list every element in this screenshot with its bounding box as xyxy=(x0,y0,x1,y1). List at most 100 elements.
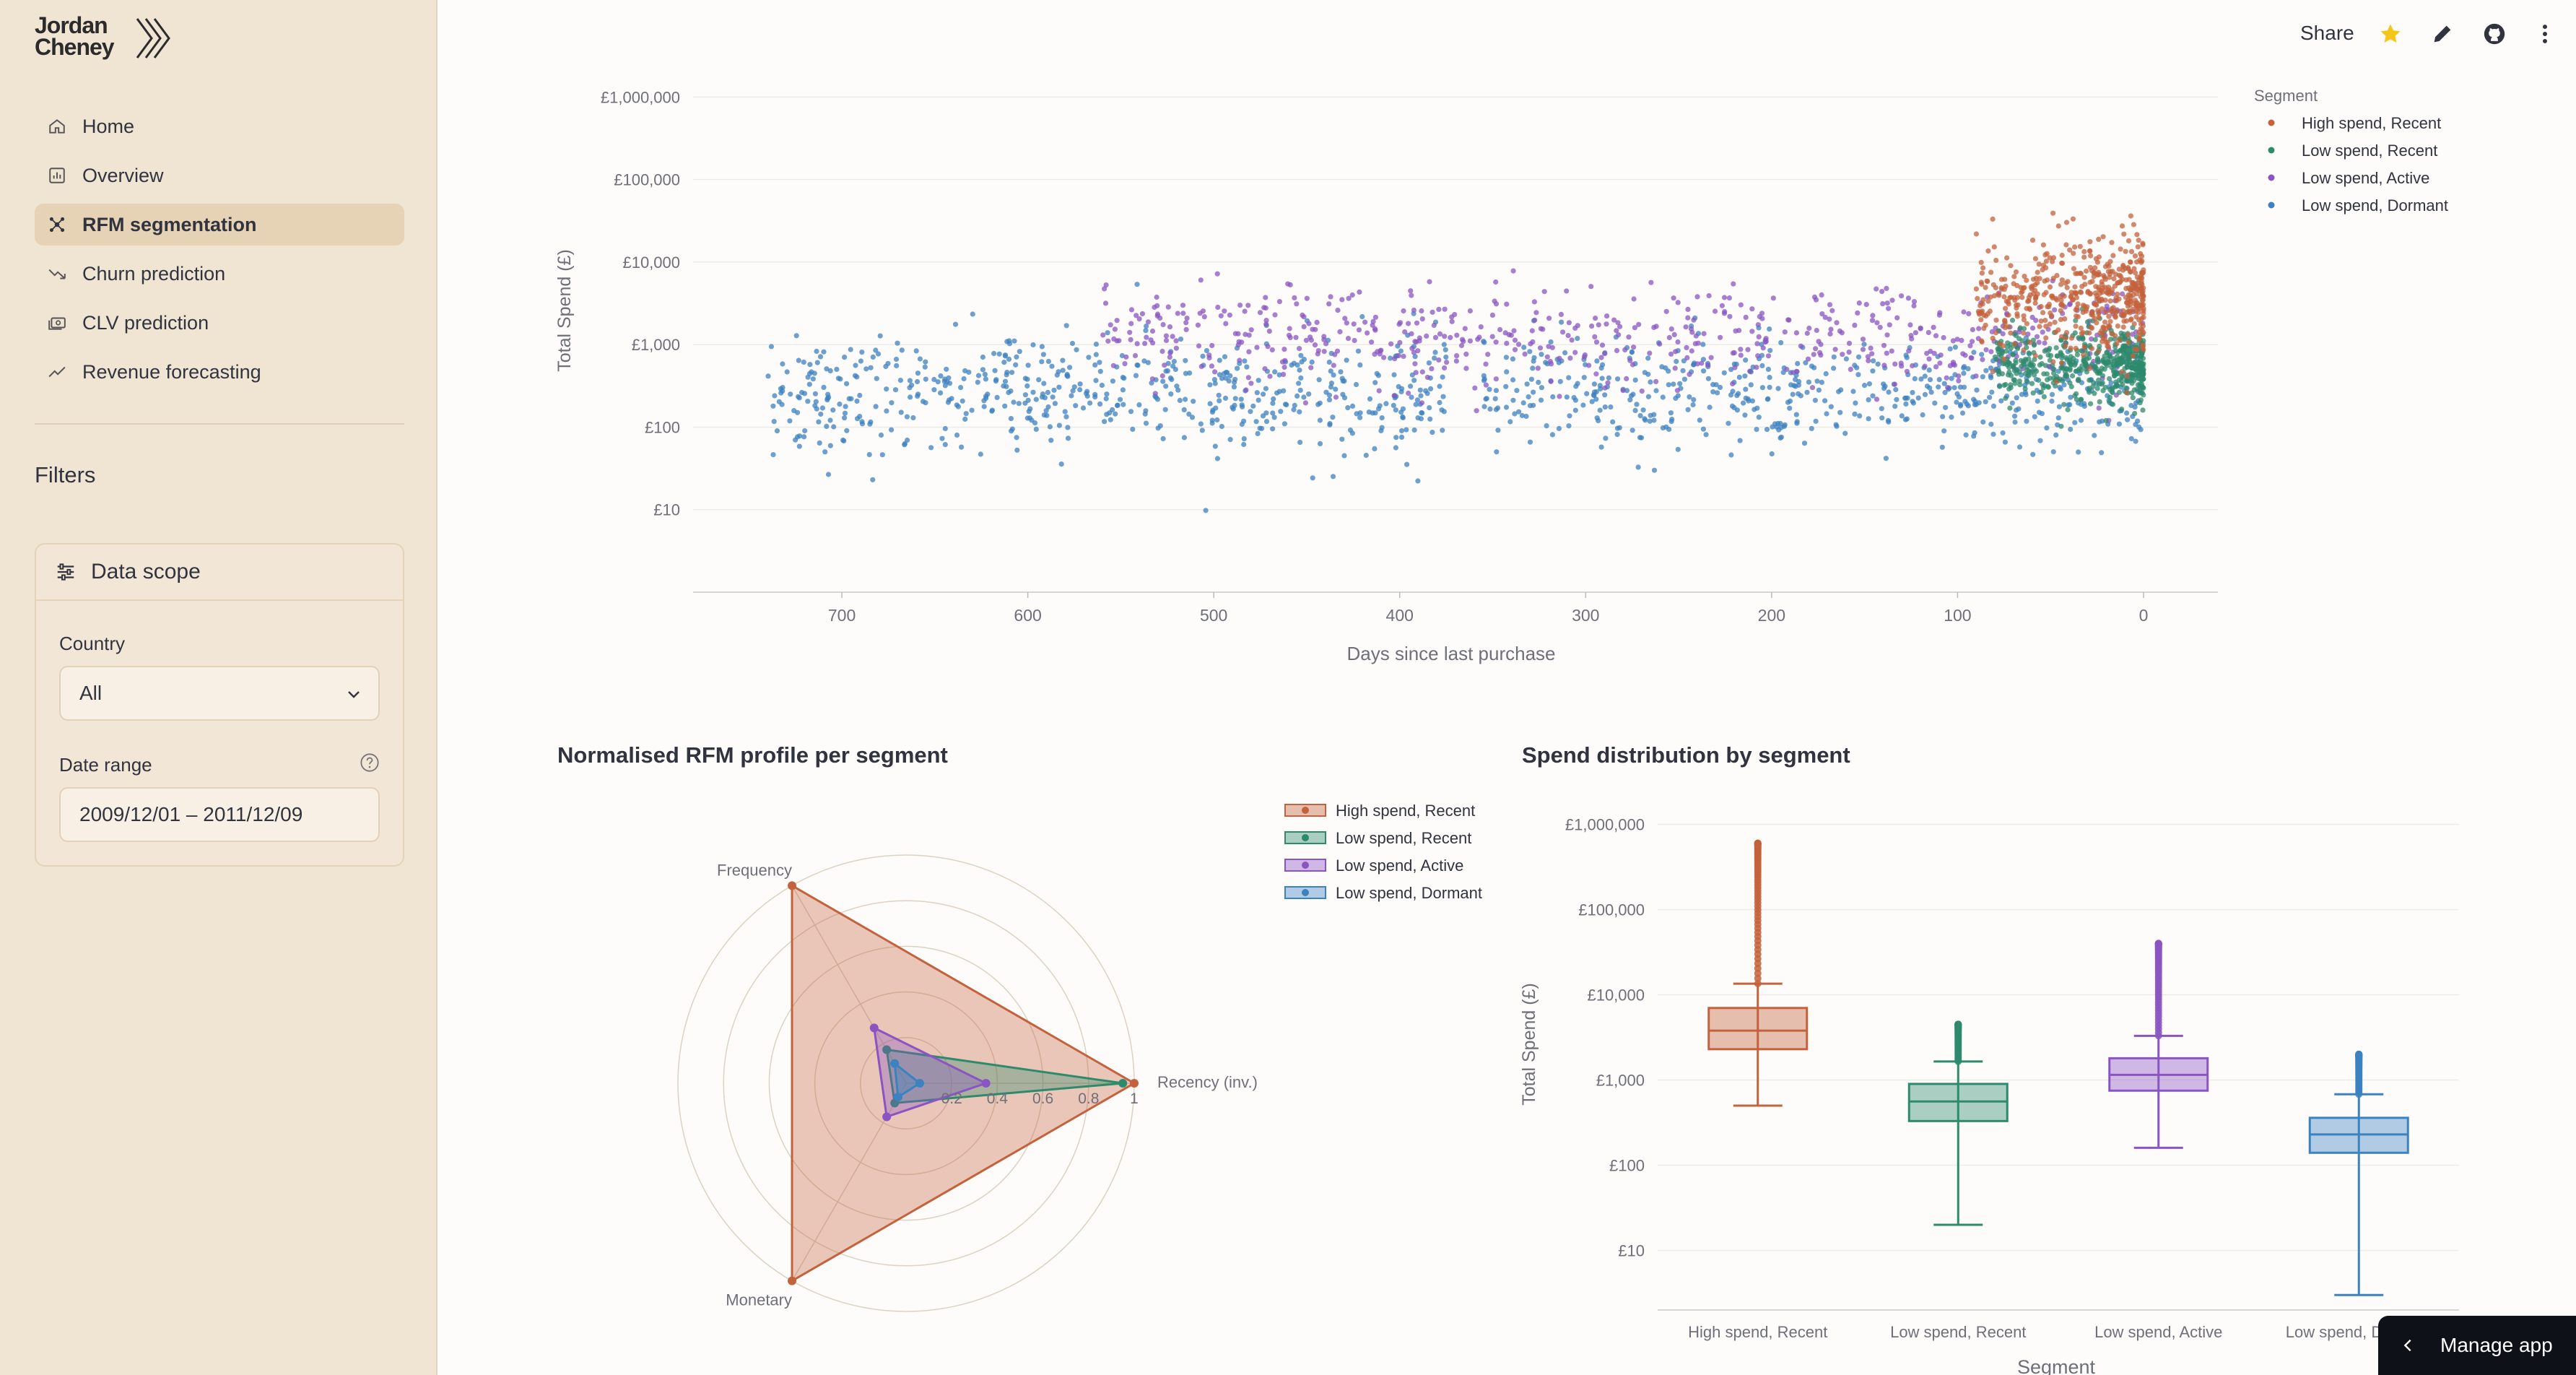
scatter-point xyxy=(2100,285,2106,291)
scatter-point xyxy=(2009,317,2016,324)
scatter-point xyxy=(1167,324,1173,330)
scatter-point xyxy=(1308,337,1314,343)
scatter-point xyxy=(1945,385,1951,391)
scatter-point xyxy=(2055,353,2061,359)
scatter-point xyxy=(774,428,780,434)
scatter-point xyxy=(1839,330,1845,336)
scatter-point xyxy=(2076,376,2081,382)
manage-app-button[interactable]: Manage app xyxy=(2378,1316,2576,1375)
radar-legend-label[interactable]: Low spend, Active xyxy=(1336,856,1463,875)
scatter-point xyxy=(1424,333,1430,339)
scatter-point xyxy=(1149,380,1154,386)
scatter-point xyxy=(1703,432,1709,438)
sidebar-item-rfm-segmentation[interactable]: RFM segmentation xyxy=(35,204,404,246)
country-select[interactable]: All xyxy=(59,666,380,721)
sidebar-item-home[interactable]: Home xyxy=(35,105,404,147)
scatter-point xyxy=(1689,348,1694,354)
scatter-point xyxy=(1222,395,1229,401)
scatter-point xyxy=(2085,351,2091,357)
scatter-point xyxy=(1695,340,1701,346)
scatter-point xyxy=(801,434,807,440)
scatter-point xyxy=(1419,410,1424,416)
scatter-point xyxy=(1474,408,1479,414)
date-range-input[interactable]: 2009/12/01 – 2011/12/09 xyxy=(59,787,380,842)
scatter-point xyxy=(1829,308,1835,313)
scatter-point xyxy=(2076,449,2081,455)
more-vertical-icon[interactable] xyxy=(2533,22,2557,46)
scatter-point xyxy=(2013,357,2019,363)
scatter-legend-label[interactable]: High spend, Recent xyxy=(2302,114,2441,132)
scatter-point xyxy=(1684,344,1689,350)
scatter-point xyxy=(1419,400,1425,406)
scatter-point xyxy=(1377,403,1383,409)
scatter-point xyxy=(1889,348,1894,354)
scatter-point xyxy=(2014,311,2020,317)
scatter-point xyxy=(1855,372,1861,378)
scatter-point xyxy=(2094,355,2101,361)
scatter-point xyxy=(1557,394,1562,399)
radar-vertex xyxy=(893,1093,902,1102)
scatter-point xyxy=(1105,330,1110,336)
radar-legend-label[interactable]: High spend, Recent xyxy=(1336,802,1475,820)
scatter-legend-label[interactable]: Low spend, Recent xyxy=(2302,142,2437,160)
scatter-point xyxy=(2065,279,2071,285)
box-x-axis-title: Segment xyxy=(2017,1356,2096,1375)
scatter-point xyxy=(2037,276,2042,282)
app-logo[interactable]: Jordan Cheney xyxy=(35,14,193,65)
scatter-point xyxy=(2068,394,2074,400)
scatter-point xyxy=(817,354,824,360)
scatter-point xyxy=(1985,248,1991,254)
scatter-point xyxy=(2070,216,2076,222)
scatter-point xyxy=(2131,222,2136,227)
scatter-point xyxy=(994,394,1000,400)
scatter-y-axis-title: Total Spend (£) xyxy=(554,249,575,372)
star-icon[interactable] xyxy=(2378,22,2403,46)
scatter-point xyxy=(2054,297,2060,303)
scatter-point xyxy=(2036,377,2042,383)
scatter-point xyxy=(2123,385,2129,391)
scatter-point xyxy=(1943,404,1949,410)
github-icon[interactable] xyxy=(2482,22,2507,46)
scatter-point xyxy=(1232,396,1238,402)
edit-icon[interactable] xyxy=(2430,22,2455,46)
scatter-point xyxy=(1983,347,1989,352)
scatter-legend-label[interactable]: Low spend, Dormant xyxy=(2302,196,2448,214)
scatter-point xyxy=(1993,356,1999,362)
sidebar-item-churn-prediction[interactable]: Churn prediction xyxy=(35,253,404,295)
scatter-point xyxy=(772,393,778,399)
scatter-point xyxy=(1114,318,1120,324)
radar-legend-label[interactable]: Low spend, Dormant xyxy=(1336,884,1482,902)
scatter-point xyxy=(1528,376,1534,382)
radar-legend-label[interactable]: Low spend, Recent xyxy=(1336,829,1471,847)
scatter-point xyxy=(1990,335,1996,341)
help-icon[interactable] xyxy=(360,752,380,773)
scatter-point xyxy=(1297,409,1302,415)
scatter-point xyxy=(1119,352,1125,359)
scatter-point xyxy=(1879,406,1884,412)
scatter-point xyxy=(1257,310,1263,316)
scatter-point xyxy=(1270,426,1276,432)
box-y-tick-label: £100 xyxy=(1609,1157,1645,1175)
scatter-point xyxy=(1144,324,1149,329)
scatter-point xyxy=(1014,435,1019,441)
sidebar-item-revenue-forecasting[interactable]: Revenue forecasting xyxy=(35,351,404,393)
scatter-point xyxy=(2045,352,2051,358)
scatter-point xyxy=(1430,430,1435,435)
scatter-point xyxy=(2116,389,2122,395)
scatter-point xyxy=(1263,318,1269,324)
scatter-point xyxy=(915,370,921,376)
sidebar-item-clv-prediction[interactable]: CLV prediction xyxy=(35,302,404,344)
sidebar-item-overview[interactable]: Overview xyxy=(35,155,404,196)
share-button[interactable]: Share xyxy=(2300,22,2354,44)
scatter-point xyxy=(1562,350,1568,356)
scatter-point xyxy=(1071,384,1077,390)
scatter-point xyxy=(1614,347,1620,353)
scatter-point xyxy=(1894,396,1900,402)
scatter-point xyxy=(1927,377,1933,383)
scatter-point xyxy=(2093,256,2099,261)
scatter-legend-label[interactable]: Low spend, Active xyxy=(2302,169,2429,187)
scatter-point xyxy=(1297,346,1302,352)
data-scope-header[interactable]: Data scope xyxy=(36,545,403,601)
scatter-point xyxy=(983,376,988,382)
scatter-point xyxy=(1899,293,1905,299)
